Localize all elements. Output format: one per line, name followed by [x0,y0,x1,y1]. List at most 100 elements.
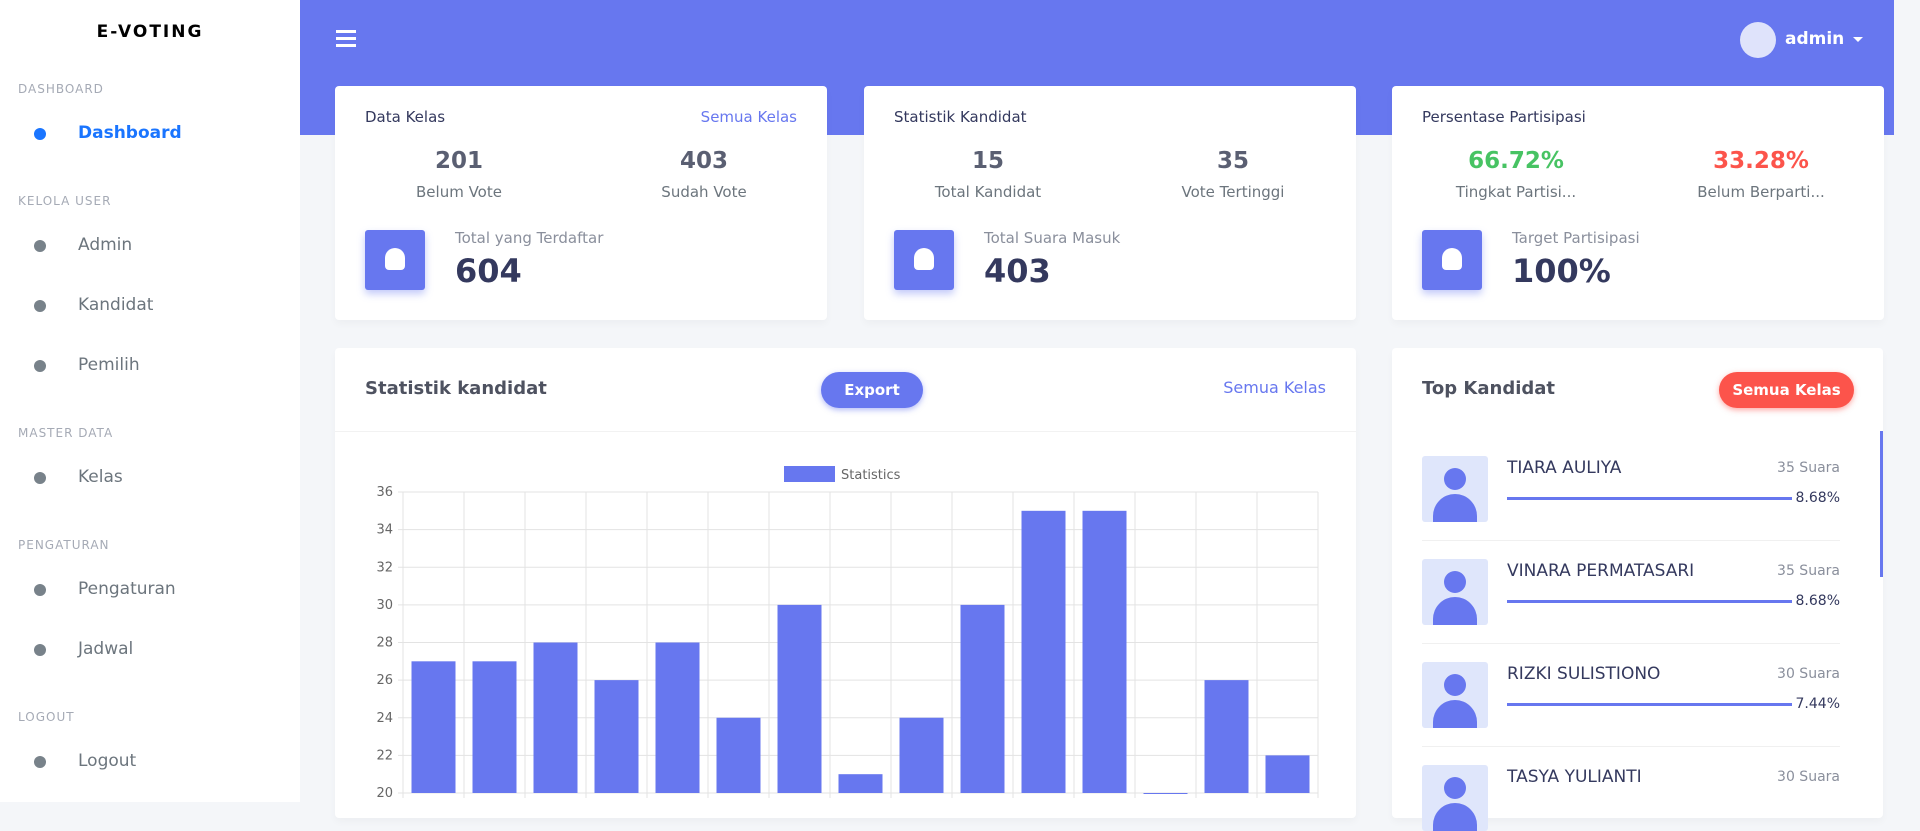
section-heading: MASTER DATA [18,426,114,440]
sidebar: E-VOTING DASHBOARD Dashboard KELOLA USER Ad… [0,0,300,802]
bar [472,661,517,793]
menu-icon [34,300,46,312]
menu-item[interactable]: Pemilih [78,355,140,375]
progress-bar [1507,600,1792,603]
bar [1265,755,1310,793]
avatar-head [1444,674,1466,696]
bar [1082,510,1127,793]
y-tick-label: 32 [376,560,393,575]
candidate-name: RIZKI SULISTIONO [1507,664,1661,684]
user-avatar[interactable] [1740,22,1776,58]
bar [777,604,822,793]
progress-bar [1507,703,1792,706]
menu-icon [34,472,46,484]
menu-item[interactable]: Jadwal [78,639,134,659]
y-tick-label: 30 [376,598,393,613]
y-tick-label: 34 [376,523,393,538]
bar [411,661,456,793]
avatar-head [1444,777,1466,799]
stat-label: Belum Berparti... [1697,183,1825,201]
bar [655,642,700,793]
card-icon [365,230,425,290]
user-name[interactable]: admin [1785,29,1845,49]
progress-bar [1507,497,1792,500]
candidate-votes: 35 Suara [1777,460,1840,476]
total-value: 604 [455,252,522,290]
candidate-percent: 8.68% [1795,490,1840,506]
y-tick-label: 28 [376,636,393,651]
candidate-percent: 8.68% [1795,593,1840,609]
total-label: Total Suara Masuk [984,229,1121,247]
avatar-head [1444,571,1466,593]
icon-glyph [1442,248,1462,270]
avatar-body [1433,803,1477,831]
bar [899,717,944,793]
avatar [1422,765,1488,831]
stat-label: Vote Tertinggi [1181,183,1285,201]
section-heading: KELOLA USER [18,194,112,208]
menu-icon [34,644,46,656]
card-icon [894,230,954,290]
panel-title: Statistik kandidat [365,378,547,399]
menu-icon [34,128,46,140]
chart-card: Statistik kandidat Export Semua Kelas 20 22 2… [335,348,1356,818]
total-label: Target Partisipasi [1512,229,1640,247]
bar [838,774,883,793]
stat-card: Statistik Kandidat 15 Total Kandidat 35 Vote… [864,86,1356,320]
bar [594,680,639,793]
avatar-body [1433,700,1477,728]
total-value: 403 [984,252,1051,290]
avatar [1422,559,1488,625]
bar [716,717,761,793]
y-tick-label: 26 [376,673,393,688]
candidate-percent: 7.44% [1795,696,1840,712]
stat-value: 15 [971,148,1004,174]
dropdown[interactable]: Semua Kelas [1223,378,1326,397]
divider [335,431,1356,432]
card-icon [1422,230,1482,290]
menu-icon [34,756,46,768]
separator [1422,746,1840,747]
section-heading: LOGOUT [18,710,75,724]
bar [1204,680,1249,793]
card-title: Data Kelas [365,108,446,126]
caret [1853,37,1863,47]
bar [1143,793,1188,794]
separator [1422,540,1840,541]
icon-glyph [914,248,934,270]
menu-item[interactable]: Admin [78,235,133,255]
candidate-name: TASYA YULIANTI [1507,767,1642,787]
stat-value: 33.28% [1713,148,1809,174]
section-heading: PENGATURAN [18,538,110,552]
total-value: 100% [1512,252,1611,290]
menu-item[interactable]: Pengaturan [78,579,176,599]
candidate-name: VINARA PERMATASARI [1507,561,1695,581]
panel-title: Top Kandidat [1422,378,1556,399]
section-heading: DASHBOARD [18,82,104,96]
menu-icon [34,360,46,372]
bar [1021,510,1066,793]
y-tick-label: 20 [376,786,393,801]
legend-label: Statistics [841,468,901,483]
menu-item[interactable]: Kelas [78,467,123,487]
dropdown[interactable]: Semua Kelas [700,108,797,126]
menu-toggle[interactable] [336,30,356,47]
stat-value: 403 [679,148,728,174]
export-button[interactable]: Export [821,372,923,408]
menu-item[interactable]: Logout [78,751,137,771]
avatar [1422,662,1488,728]
chart: 20 22 24 26 28 30 32 34 36 Statistics [376,466,1319,801]
scroll-indicator [1880,431,1883,577]
bar [533,642,578,793]
stat-label: Total Kandidat [934,183,1042,201]
menu-item[interactable]: Kandidat [78,295,154,315]
stat-card: Data Kelas Semua Kelas 201 Belum Vote 403 Sud… [335,86,827,320]
menu-item[interactable]: Dashboard [78,123,182,143]
legend-swatch [784,466,835,482]
stat-value: 66.72% [1468,148,1564,174]
stat-card: Persentase Partisipasi 66.72% Tingkat Part… [1392,86,1884,320]
stat-label: Sudah Vote [661,183,747,201]
filter-button[interactable]: Semua Kelas [1719,372,1854,408]
stat-value: 201 [434,148,483,174]
brand[interactable]: E-VOTING [96,22,204,42]
